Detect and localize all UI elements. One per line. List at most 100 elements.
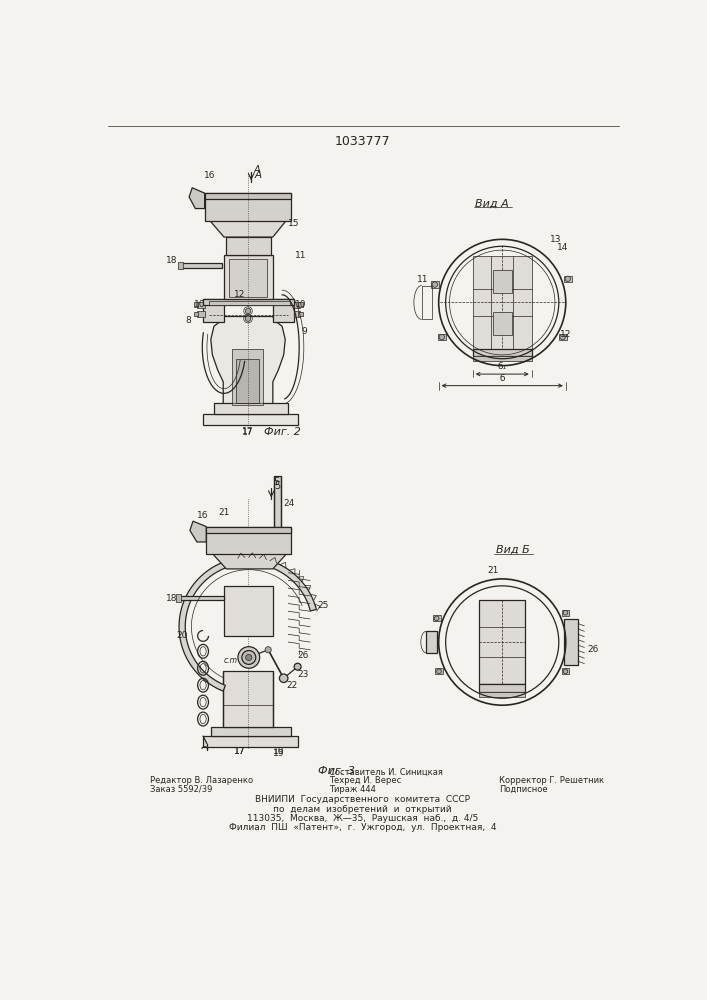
Polygon shape [190,521,206,542]
Polygon shape [232,349,263,405]
Polygon shape [177,262,183,269]
Text: 13: 13 [550,235,562,244]
Text: Вид А: Вид А [474,198,508,208]
Bar [426,631,437,653]
Circle shape [265,647,271,653]
Text: 15: 15 [288,219,300,228]
Bar [559,334,566,340]
Bar [561,610,569,616]
Text: 10: 10 [295,300,306,309]
Polygon shape [194,302,199,307]
Polygon shape [204,193,291,221]
Circle shape [563,610,568,615]
Bar [473,356,532,361]
Text: 12: 12 [559,330,571,339]
Text: 26: 26 [588,645,599,654]
Polygon shape [194,312,199,316]
Text: 17: 17 [242,427,253,436]
Polygon shape [179,557,316,691]
Polygon shape [180,596,224,600]
Text: Филиал  ПШ  «Патент»,  г.  Ужгород,  ул.  Проектная,  4: Филиал ПШ «Патент», г. Ужгород, ул. Прое… [229,823,496,832]
Polygon shape [203,299,224,322]
Text: 5: 5 [274,481,281,491]
Text: 19: 19 [272,749,284,758]
Text: 16: 16 [197,511,209,520]
Polygon shape [298,312,303,316]
Circle shape [242,651,256,664]
Bar [433,615,440,621]
Text: 21: 21 [218,508,230,517]
Text: Техред И. Верес: Техред И. Верес [329,776,401,785]
Text: A: A [253,165,260,175]
Bar [564,619,578,665]
Circle shape [279,674,288,682]
Polygon shape [211,727,291,736]
Bar [479,684,525,692]
Text: 12: 12 [234,290,245,299]
Text: 20: 20 [176,631,187,640]
Text: Подписное: Подписное [499,785,548,794]
Text: 17: 17 [234,747,245,756]
Polygon shape [203,414,298,425]
Text: 11: 11 [296,251,307,260]
Polygon shape [235,359,259,403]
Text: 19: 19 [272,747,284,756]
Circle shape [432,282,438,287]
Text: 21: 21 [487,566,498,575]
Text: б₁: б₁ [498,362,507,371]
Text: 17: 17 [234,747,245,756]
Polygon shape [211,316,285,403]
Text: 17: 17 [242,428,253,437]
Circle shape [434,616,439,621]
Polygon shape [206,527,291,554]
Polygon shape [203,736,298,747]
Polygon shape [223,671,273,727]
Text: 23: 23 [298,670,309,679]
Circle shape [560,334,566,340]
Text: ВНИИПИ  Государственного  комитета  СССР: ВНИИПИ Государственного комитета СССР [255,795,470,804]
Text: 25: 25 [317,601,328,610]
Text: 18: 18 [166,256,177,265]
Polygon shape [210,221,286,237]
Text: Корректор Г. Решетник: Корректор Г. Решетник [499,776,604,785]
Polygon shape [182,263,222,268]
Polygon shape [204,193,291,199]
Bar [274,476,281,537]
Polygon shape [189,188,204,209]
Text: 10: 10 [194,300,206,309]
Text: б: б [499,374,505,383]
Polygon shape [176,594,182,602]
Bar [564,276,572,282]
Bar [435,668,443,674]
Polygon shape [293,311,300,317]
Text: c.m: c.m [223,656,238,665]
Circle shape [439,334,445,340]
Text: 11: 11 [417,275,428,284]
Circle shape [294,663,301,670]
Polygon shape [298,302,303,307]
Polygon shape [273,299,293,322]
Text: Тираж 444: Тираж 444 [329,785,375,794]
Polygon shape [226,237,271,255]
Bar [473,349,532,356]
Polygon shape [197,302,204,308]
Circle shape [245,308,251,314]
Polygon shape [230,259,267,297]
Polygon shape [206,527,291,533]
Circle shape [245,316,251,321]
Polygon shape [214,403,288,414]
Text: Вид Б: Вид Б [496,545,530,555]
Polygon shape [224,586,273,636]
Text: по  делам  изобретений  и  открытий: по делам изобретений и открытий [274,805,452,814]
Text: 24: 24 [284,499,295,508]
Circle shape [238,647,259,668]
Bar [493,270,512,293]
Text: Редактор В. Лазаренко: Редактор В. Лазаренко [151,776,254,785]
Circle shape [563,669,568,674]
Text: 5: 5 [273,477,279,487]
Text: Фиг. 2: Фиг. 2 [264,427,300,437]
Text: A: A [255,170,262,180]
Polygon shape [293,302,300,308]
Text: 8: 8 [185,316,191,325]
Circle shape [437,669,441,674]
